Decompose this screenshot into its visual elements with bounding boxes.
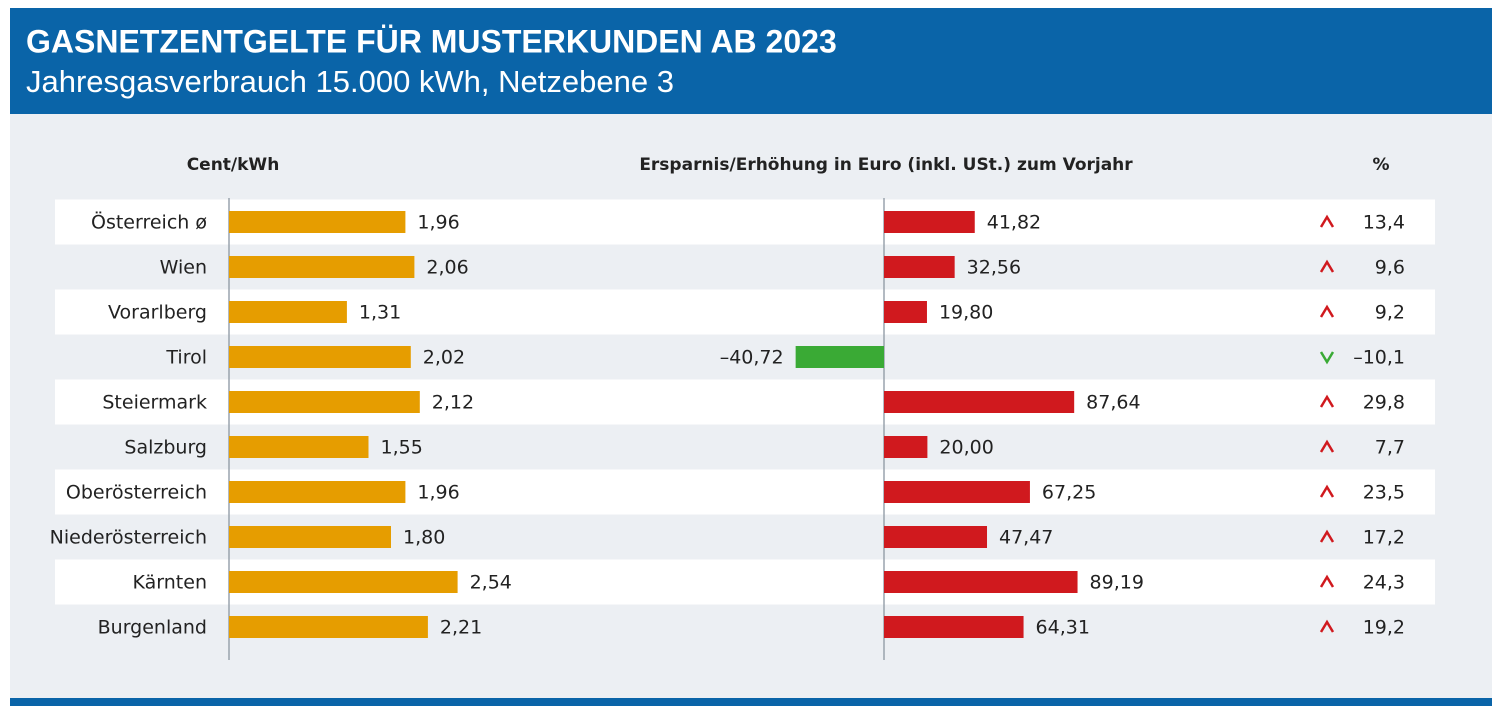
bar bbox=[229, 616, 428, 638]
category-label: Niederösterreich bbox=[50, 527, 207, 549]
bar bbox=[884, 571, 1078, 593]
category-label: Burgenland bbox=[98, 617, 207, 639]
bar bbox=[884, 301, 927, 323]
change-arrow bbox=[1319, 214, 1335, 228]
value-label: 1,31 bbox=[359, 302, 401, 324]
category-label: Wien bbox=[160, 257, 207, 279]
bar bbox=[884, 481, 1030, 503]
change-arrow bbox=[1319, 439, 1335, 453]
value-label: 2,12 bbox=[432, 392, 474, 414]
bar bbox=[884, 436, 928, 458]
value-label: 41,82 bbox=[987, 212, 1041, 234]
category-label: Oberösterreich bbox=[66, 482, 207, 504]
change-arrow bbox=[1319, 394, 1335, 408]
bar bbox=[229, 571, 458, 593]
value-label: 2,54 bbox=[470, 572, 512, 594]
percent-label: 23,5 bbox=[1363, 482, 1405, 504]
column-header: Ersparnis/Erhöhung in Euro (inkl. USt.) … bbox=[639, 155, 1133, 175]
bar bbox=[229, 391, 420, 413]
category-label: Tirol bbox=[165, 347, 207, 369]
bar bbox=[884, 211, 975, 233]
value-label: –40,72 bbox=[720, 347, 784, 369]
bar bbox=[884, 391, 1075, 413]
value-label: 67,25 bbox=[1042, 482, 1096, 504]
category-label: Österreich ø bbox=[91, 211, 207, 234]
change-arrow bbox=[1319, 304, 1335, 318]
bar bbox=[884, 526, 988, 548]
chart-title: GASNETZENTGELTE FÜR MUSTERKUNDEN AB 2023 bbox=[26, 23, 837, 59]
bar bbox=[229, 301, 347, 323]
value-label: 1,96 bbox=[417, 482, 459, 504]
column-header: Cent/kWh bbox=[187, 155, 280, 175]
value-label: 1,80 bbox=[403, 527, 445, 549]
category-label: Steiermark bbox=[102, 392, 207, 414]
change-arrow bbox=[1319, 574, 1335, 588]
percent-label: 17,2 bbox=[1363, 527, 1405, 549]
category-label: Salzburg bbox=[124, 437, 207, 459]
value-label: 19,80 bbox=[939, 302, 993, 324]
chart-subtitle: Jahresgasverbrauch 15.000 kWh, Netzebene… bbox=[26, 64, 674, 99]
bar bbox=[229, 436, 369, 458]
bar bbox=[884, 256, 955, 278]
column-header: % bbox=[1372, 155, 1389, 175]
percent-label: 24,3 bbox=[1363, 572, 1405, 594]
category-label: Kärnten bbox=[133, 572, 207, 594]
category-label: Vorarlberg bbox=[108, 302, 207, 324]
change-arrow bbox=[1319, 351, 1335, 365]
value-label: 64,31 bbox=[1036, 617, 1090, 639]
bar bbox=[229, 211, 406, 233]
percent-label: 9,6 bbox=[1375, 257, 1405, 279]
change-arrow bbox=[1319, 484, 1335, 498]
value-label: 87,64 bbox=[1086, 392, 1140, 414]
bar bbox=[884, 616, 1024, 638]
value-label: 2,02 bbox=[423, 347, 465, 369]
change-arrow bbox=[1319, 529, 1335, 543]
footer-band bbox=[10, 698, 1492, 706]
value-label: 2,06 bbox=[426, 257, 468, 279]
change-arrow bbox=[1319, 259, 1335, 273]
value-label: 89,19 bbox=[1090, 572, 1144, 594]
percent-label: 29,8 bbox=[1363, 392, 1405, 414]
value-label: 20,00 bbox=[939, 437, 993, 459]
value-label: 32,56 bbox=[967, 257, 1021, 279]
bar bbox=[795, 346, 884, 368]
value-label: 1,55 bbox=[381, 437, 423, 459]
value-label: 2,21 bbox=[440, 617, 482, 639]
change-arrow bbox=[1319, 619, 1335, 633]
bar bbox=[229, 481, 406, 503]
header-band bbox=[10, 8, 1492, 114]
percent-label: –10,1 bbox=[1353, 347, 1405, 369]
value-label: 1,96 bbox=[417, 212, 459, 234]
percent-label: 7,7 bbox=[1375, 437, 1405, 459]
percent-label: 13,4 bbox=[1363, 212, 1405, 234]
percent-label: 9,2 bbox=[1375, 302, 1405, 324]
bar bbox=[229, 526, 391, 548]
percent-label: 19,2 bbox=[1363, 617, 1405, 639]
bar bbox=[229, 256, 415, 278]
value-label: 47,47 bbox=[999, 527, 1053, 549]
bar bbox=[229, 346, 411, 368]
